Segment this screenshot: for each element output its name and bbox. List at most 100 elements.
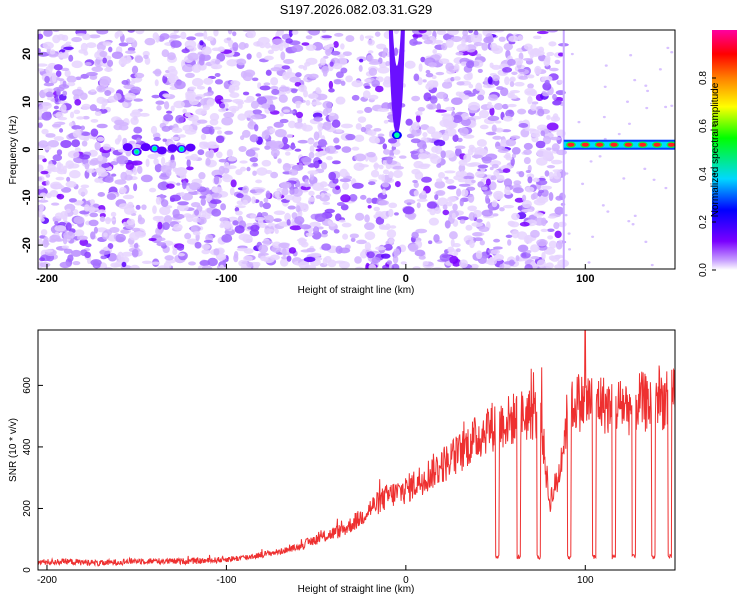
heatmap-cell [74, 229, 85, 237]
heatmap-cell [417, 153, 429, 160]
heatmap-cell [351, 80, 363, 88]
heatmap-cell [295, 72, 302, 78]
heatmap-cell [542, 91, 550, 97]
heatmap-cell [280, 51, 286, 61]
heatmap-cell [351, 94, 360, 101]
heatmap-cell [242, 185, 249, 194]
heatmap-cell [220, 203, 226, 211]
heatmap-cell [210, 199, 222, 205]
heatmap-cell [447, 185, 457, 190]
heatmap-cell [303, 256, 316, 263]
heatmap-cell [458, 164, 466, 173]
heatmap-cell [332, 63, 343, 70]
heatmap-cell [289, 76, 302, 83]
heatmap-cell [470, 33, 476, 39]
heatmap-cell [134, 55, 144, 64]
heatmap-cell [521, 194, 527, 202]
heatmap-cell [217, 46, 225, 53]
heatmap-cell [542, 150, 554, 159]
heatmap-cell [249, 134, 259, 143]
heatmap-cell [331, 160, 341, 165]
heatmap-cell [155, 237, 166, 242]
heatmap-cell [169, 159, 177, 169]
heatmap-cell [80, 73, 90, 79]
heatmap-cell [256, 96, 267, 105]
heatmap-cell [53, 136, 65, 141]
heatmap-cell [389, 225, 397, 229]
heatmap-cell [309, 252, 322, 257]
spectrogram-x-ticks: -200 -100 0 100 [36, 264, 594, 285]
heatmap-cell [367, 50, 374, 54]
heatmap-cell [340, 80, 346, 86]
heatmap-cell [468, 83, 474, 89]
heatmap-cell [161, 156, 166, 166]
heatmap-cell [546, 114, 551, 120]
heatmap-cell [157, 265, 169, 269]
heatmap-cell [169, 197, 176, 203]
heatmap-cell [334, 260, 346, 264]
heatmap-cell [305, 57, 318, 65]
heatmap-cell [113, 92, 122, 101]
heatmap-cell [349, 193, 358, 202]
heatmap-cell [357, 116, 367, 123]
heatmap-cell [439, 253, 451, 262]
heatmap-cell [437, 197, 448, 207]
heatmap-cell [66, 176, 71, 182]
heatmap-cell [492, 213, 499, 217]
heatmap-cell [197, 149, 205, 156]
heatmap-cell [491, 45, 504, 55]
heatmap-cell [226, 149, 232, 158]
heatmap-cell [188, 86, 197, 90]
heatmap-cell [157, 221, 163, 230]
heatmap-cell [96, 123, 108, 129]
heatmap-cell [644, 240, 648, 244]
heatmap-cell [94, 110, 102, 117]
heatmap-cell [118, 203, 130, 210]
heatmap-cell [457, 137, 463, 143]
heatmap-cell [47, 140, 60, 148]
heatmap-cell [44, 75, 50, 84]
heatmap-cell [527, 176, 533, 184]
heatmap-cell [99, 216, 106, 223]
heatmap-cell [420, 124, 430, 130]
heatmap-cell [540, 228, 548, 233]
heatmap-cell [250, 114, 263, 120]
heatmap-cell [288, 247, 297, 254]
heatmap-cell [306, 247, 316, 253]
heatmap-cell [195, 108, 207, 116]
heatmap-cell [423, 92, 432, 102]
heatmap-cell [201, 265, 213, 269]
heatmap-cell [96, 30, 109, 35]
heatmap-cell [364, 222, 375, 231]
heatmap-cell [254, 124, 259, 132]
heatmap-cell [42, 238, 50, 248]
heatmap-cell [507, 220, 516, 226]
heatmap-cell [294, 100, 303, 106]
heatmap-cell [483, 190, 493, 196]
heatmap-cell [460, 112, 470, 121]
heatmap-cell [279, 112, 284, 117]
heatmap-cell [200, 197, 206, 206]
heatmap-cell [280, 181, 292, 189]
heatmap-cell [311, 101, 322, 106]
heatmap-cell [114, 179, 127, 185]
heatmap-cell [321, 65, 330, 74]
heatmap-cell [145, 158, 150, 168]
heatmap-cell [335, 71, 344, 79]
heatmap-cell [378, 164, 384, 170]
heatmap-cell [150, 125, 158, 135]
heatmap-cell [90, 231, 96, 240]
heatmap-cell [206, 36, 214, 42]
heatmap-cell [269, 127, 276, 134]
heatmap-cell [49, 49, 56, 55]
heatmap-cell [152, 70, 162, 75]
heatmap-cell [139, 112, 150, 117]
heatmap-cell [333, 79, 342, 85]
heatmap-cell [51, 73, 57, 83]
heatmap-cell [532, 177, 540, 183]
heatmap-cell [265, 169, 273, 174]
heatmap-cell [270, 148, 280, 157]
heatmap-cell [190, 153, 199, 161]
heatmap-cell [120, 55, 132, 64]
heatmap-cell [214, 59, 220, 65]
